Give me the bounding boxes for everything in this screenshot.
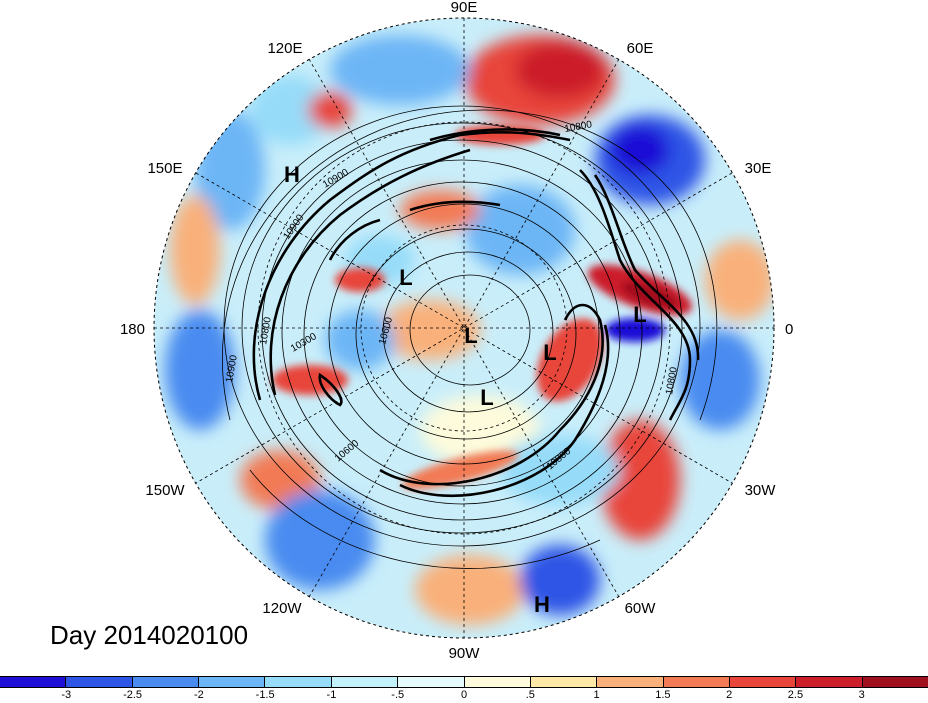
contour-label: 10800 — [258, 316, 274, 346]
lon-label-60w: 60W — [625, 600, 657, 617]
pressure-systems: H H L L L L L — [284, 162, 647, 617]
colorbar-tick-label: 0 — [460, 689, 468, 701]
colorbar-swatch — [862, 677, 928, 687]
colorbar-swatch — [729, 677, 797, 687]
colorbar-tick-label: 1.5 — [655, 689, 671, 701]
colorbar-swatch — [796, 677, 863, 687]
lon-label-180: 180 — [120, 321, 145, 338]
lon-label-60e: 60E — [627, 40, 654, 57]
lon-label-150e: 150E — [147, 160, 182, 177]
low-pressure-label: L — [543, 340, 556, 365]
colorbar-tick-label: -3 — [61, 689, 72, 701]
height-contours — [222, 105, 718, 569]
high-pressure-label: H — [534, 592, 550, 617]
lon-label-120w: 120W — [262, 600, 302, 617]
colorbar-swatch — [132, 677, 200, 687]
colorbar-swatch — [464, 677, 531, 687]
low-pressure-label: L — [464, 323, 477, 348]
colorbar-swatch — [597, 677, 664, 687]
colorbar-tick-labels: -3 -2.5 -2 -1.5 -1 -.5 0 .5 1 1.5 2 2.5 3 — [0, 689, 928, 703]
lon-label-30e: 30E — [745, 160, 772, 177]
low-pressure-label: L — [399, 265, 412, 290]
polar-stereographic-map: 90E 60E 30E 0 30W 60W 90W 120W 150W 180 … — [120, 0, 793, 662]
colorbar-swatch — [199, 677, 266, 687]
colorbar-swatch — [530, 677, 598, 687]
colorbar — [0, 676, 928, 688]
colorbar-tick-label: 3 — [858, 689, 865, 701]
map-boundary — [153, 17, 775, 639]
contour-label: 10800 — [564, 119, 594, 135]
colorbar-tick-label: -1 — [326, 689, 337, 701]
colorbar-swatch — [663, 677, 730, 687]
colorbar-swatch — [265, 677, 332, 687]
jet-contours — [252, 128, 700, 497]
graticule — [154, 18, 774, 638]
colorbar-swatch — [66, 677, 133, 687]
lon-label-30w: 30W — [745, 482, 777, 499]
colorbar-tick-label: .5 — [525, 689, 535, 701]
lon-label-0: 0 — [785, 321, 793, 338]
lon-label-120e: 120E — [267, 40, 302, 57]
lon-label-90w: 90W — [449, 645, 481, 662]
lon-label-90e: 90E — [451, 0, 478, 16]
colorbar-tick-label: 2 — [726, 689, 733, 701]
colorbar-swatch — [331, 677, 399, 687]
colorbar-tick-label: 1 — [593, 689, 600, 701]
colorbar-tick-label: -.5 — [391, 689, 405, 701]
high-pressure-label: H — [284, 162, 300, 187]
contour-label: 10800 — [664, 366, 680, 396]
longitude-labels: 90E 60E 30E 0 30W 60W 90W 120W 150W 180 … — [120, 0, 793, 662]
colorbar-swatch — [398, 677, 465, 687]
colorbar-tick-label: -2.5 — [123, 689, 143, 701]
colorbar-tick-label: -2 — [193, 689, 204, 701]
date-label: Day 2014020100 — [50, 620, 249, 650]
colorbar-tick-label: -1.5 — [255, 689, 275, 701]
contour-label: 10900 — [224, 354, 240, 384]
low-pressure-label: L — [633, 302, 646, 327]
colorbar-swatch — [0, 677, 67, 687]
colorbar-tick-label: 2.5 — [787, 689, 804, 701]
lon-label-150w: 150W — [145, 482, 185, 499]
low-pressure-label: L — [480, 385, 493, 410]
